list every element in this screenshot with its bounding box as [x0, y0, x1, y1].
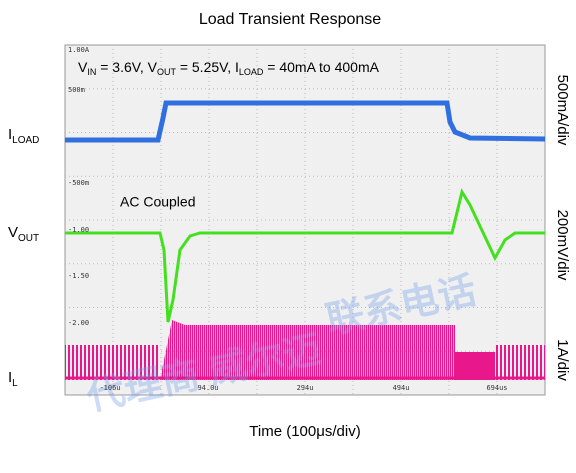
vout-trace — [65, 188, 545, 323]
x-label: Time (100μs/div) — [249, 423, 360, 440]
scope-time-label: 294u — [297, 384, 314, 392]
il-trace-post — [495, 345, 545, 380]
labels: ILOADVOUTIL500mA/div200mV/div1A/div1.00A… — [8, 46, 571, 392]
scope-level-label: -2.00 — [68, 319, 89, 327]
scale-label: 1A/div — [554, 339, 571, 381]
condition-text: = 3.6V, V — [96, 59, 157, 75]
trace-label-main: I — [8, 126, 12, 143]
grid — [65, 45, 545, 395]
scope-level-label: -500m — [68, 179, 89, 187]
annotation: AC Coupled — [120, 194, 196, 210]
title: Load Transient Response — [199, 11, 381, 28]
scope-time-label: 94.0u — [197, 384, 218, 392]
subscript: OUT — [157, 67, 177, 77]
scope-level-label: 500m — [68, 86, 85, 94]
il-trace-burst — [160, 320, 455, 380]
trace-label-main: V — [8, 224, 18, 241]
scope-level-label: 1.00A — [68, 46, 90, 54]
trace-label: VOUT — [8, 224, 39, 244]
trace-label-main: I — [8, 369, 12, 386]
subscript: LOAD — [239, 67, 264, 77]
trace-label-sub: L — [12, 378, 18, 389]
trace-label-sub: OUT — [18, 233, 39, 244]
subscript: IN — [87, 67, 96, 77]
condition-text: = 5.25V, I — [176, 59, 239, 75]
conditions: VIN = 3.6V, VOUT = 5.25V, ILOAD = 40mA t… — [78, 59, 380, 78]
condition-text: V — [78, 59, 88, 75]
scope-level-label: -1.50 — [68, 272, 89, 280]
trace-label: ILOAD — [8, 126, 39, 146]
iload-trace — [65, 100, 546, 143]
scope-time-label: -106u — [99, 384, 120, 392]
scope-level-label: -1.00 — [68, 226, 89, 234]
il-trace-pre — [65, 345, 160, 380]
condition-text: = 40mA to 400mA — [263, 59, 379, 75]
scope-time-label: 494u — [393, 384, 410, 392]
scope-time-label: 694us — [486, 384, 507, 392]
scale-label: 200mV/div — [554, 210, 571, 281]
scale-label: 500mA/div — [554, 75, 571, 146]
trace-label: IL — [8, 369, 18, 389]
il-trace-low — [455, 352, 495, 380]
trace-label-sub: LOAD — [12, 135, 39, 146]
